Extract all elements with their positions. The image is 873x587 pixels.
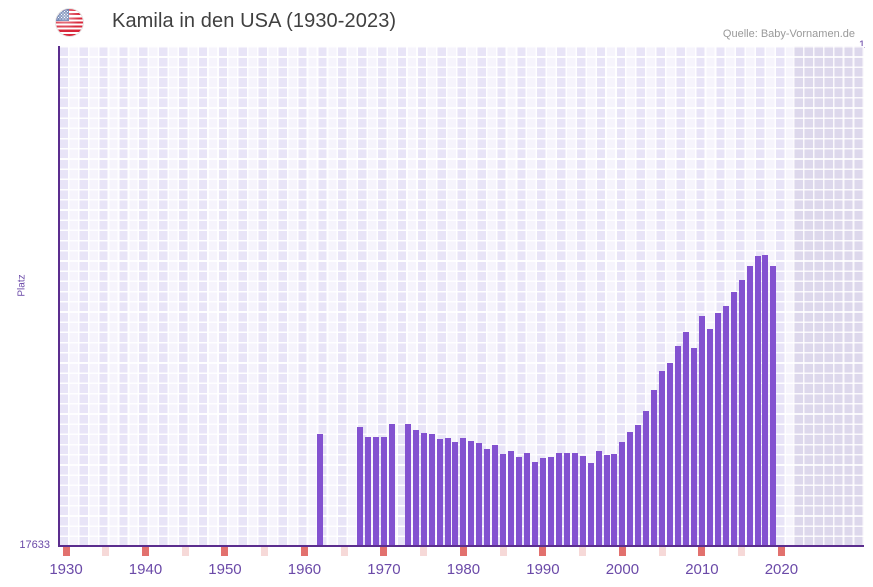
bar [698, 316, 705, 546]
bar [412, 430, 419, 546]
bar [524, 453, 531, 546]
bar [388, 424, 395, 546]
bar [357, 427, 364, 546]
x-axis-minor-tick [738, 547, 746, 556]
bar [317, 434, 324, 546]
bar [643, 411, 650, 546]
bar [722, 306, 729, 546]
x-axis-major-tick [618, 547, 626, 556]
x-axis-tick-label: 1980 [446, 561, 481, 578]
bars-layer [58, 46, 864, 546]
bar [635, 425, 642, 546]
bar [468, 441, 475, 546]
x-axis-ticks: 1930 1940 1950 1960 1970 1980 1990 2000 2010 2020 [0, 547, 873, 587]
bar [659, 371, 666, 546]
bar [746, 266, 753, 546]
bar [476, 443, 483, 546]
x-axis-tick-label: 2020 [764, 561, 799, 578]
bar [500, 454, 507, 546]
bar [404, 424, 411, 546]
x-axis-tick-label: 1970 [367, 561, 401, 578]
x-axis-minor-tick [499, 547, 507, 556]
x-axis-major-tick [459, 547, 467, 556]
bar [365, 437, 372, 546]
bar [571, 453, 578, 546]
bar [436, 439, 443, 546]
bar [706, 329, 713, 546]
bar [547, 457, 554, 546]
y-axis-bottom-label: 17633 [19, 539, 50, 551]
x-axis-tick-label: 1940 [128, 561, 163, 578]
x-axis-major-tick [698, 547, 706, 556]
y-axis-line [58, 46, 60, 547]
bar [460, 438, 467, 546]
bar [555, 453, 562, 546]
bar [690, 348, 697, 546]
bar [539, 458, 546, 546]
x-axis-major-tick [300, 547, 308, 556]
bar [595, 451, 602, 546]
us-flag-icon [56, 9, 83, 36]
x-axis-tick-label: 1950 [208, 561, 242, 578]
x-axis-minor-tick [181, 547, 189, 556]
bar [754, 256, 761, 546]
bar [508, 451, 515, 546]
x-axis-minor-tick [658, 547, 666, 556]
bar [619, 442, 626, 546]
bar [492, 445, 499, 546]
x-axis-minor-tick [420, 547, 428, 556]
x-axis-major-tick [777, 547, 785, 556]
x-axis-tick-label: 1990 [526, 561, 560, 578]
flag-gloss [56, 9, 83, 36]
x-axis-tick-label: 1930 [49, 561, 83, 578]
x-axis-minor-tick [261, 547, 269, 556]
x-axis-major-tick [141, 547, 149, 556]
x-axis-minor-tick [340, 547, 348, 556]
x-axis-major-tick [380, 547, 388, 556]
bar [714, 313, 721, 546]
bar [770, 266, 777, 546]
x-axis-minor-tick [102, 547, 110, 556]
bar [667, 363, 674, 546]
source-attribution: Quelle: Baby-Vornamen.de [722, 28, 855, 40]
x-axis-major-tick [62, 547, 70, 556]
x-axis-tick-label: 2010 [685, 561, 719, 578]
x-axis-tick-label: 2000 [605, 561, 640, 578]
y-axis-title: Platz [16, 274, 28, 297]
bar [420, 433, 427, 546]
bar [444, 438, 451, 546]
bar [611, 454, 618, 546]
bar [428, 434, 435, 546]
bar [380, 437, 387, 546]
bar [579, 456, 586, 546]
x-axis-minor-tick [579, 547, 587, 556]
x-axis-major-tick [539, 547, 547, 556]
bar [627, 432, 634, 546]
bar [651, 390, 658, 546]
bar [730, 292, 737, 546]
bar [587, 463, 594, 546]
bar [452, 442, 459, 546]
bar [563, 453, 570, 546]
bar [762, 255, 769, 546]
plot-grid-background [58, 46, 864, 546]
bar [603, 455, 610, 546]
bar [484, 449, 491, 546]
x-axis-line [58, 545, 864, 547]
x-axis-tick-label: 1960 [287, 561, 322, 578]
bar [675, 346, 682, 546]
bar [683, 332, 689, 546]
plot-area [58, 46, 864, 546]
bar [516, 457, 523, 546]
page-title: Kamila in den USA (1930-2023) [112, 10, 397, 32]
chart-header: Kamila in den USA (1930-2023) Quelle: Ba… [0, 0, 873, 44]
bar [531, 462, 538, 546]
y-axis-top-label: 1 [858, 39, 865, 51]
x-axis-major-tick [221, 547, 229, 556]
bar [738, 280, 745, 546]
plot-future-shade [793, 46, 864, 546]
bar [373, 437, 379, 546]
